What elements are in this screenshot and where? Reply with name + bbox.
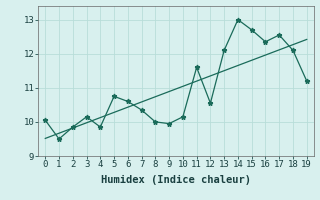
X-axis label: Humidex (Indice chaleur): Humidex (Indice chaleur) — [101, 175, 251, 185]
